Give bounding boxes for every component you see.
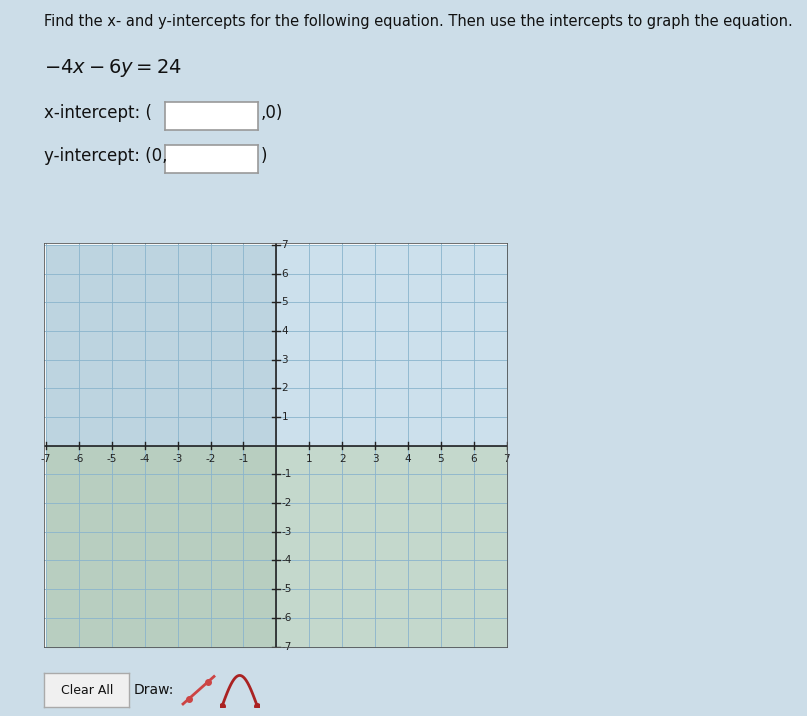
Text: 2: 2 [339, 455, 345, 464]
Text: -3: -3 [173, 455, 183, 464]
Text: 3: 3 [282, 354, 288, 364]
Text: 1: 1 [282, 412, 288, 422]
Text: -3: -3 [282, 527, 291, 537]
Text: 6: 6 [470, 455, 477, 464]
Text: 4: 4 [405, 455, 412, 464]
Text: ,0): ,0) [261, 104, 283, 122]
Text: 5: 5 [437, 455, 445, 464]
Text: Clear All: Clear All [61, 684, 113, 697]
Text: 7: 7 [504, 455, 510, 464]
Text: -5: -5 [107, 455, 117, 464]
Text: -1: -1 [238, 455, 249, 464]
Text: 4: 4 [282, 326, 288, 336]
Text: 7: 7 [282, 240, 288, 250]
Text: -6: -6 [282, 613, 291, 623]
Text: Find the x- and y-intercepts for the following equation. Then use the intercepts: Find the x- and y-intercepts for the fol… [44, 14, 793, 29]
Text: -7: -7 [282, 642, 291, 652]
Text: ): ) [261, 147, 267, 165]
Text: 3: 3 [372, 455, 378, 464]
Text: y-intercept: (0,: y-intercept: (0, [44, 147, 168, 165]
Text: 6: 6 [282, 268, 288, 279]
Text: -2: -2 [206, 455, 215, 464]
Text: -6: -6 [73, 455, 84, 464]
Text: -1: -1 [282, 470, 291, 480]
Text: 5: 5 [282, 297, 288, 307]
Text: 1: 1 [306, 455, 312, 464]
Text: -4: -4 [140, 455, 150, 464]
Text: 2: 2 [282, 383, 288, 393]
Text: -5: -5 [282, 584, 291, 594]
Text: Draw:: Draw: [133, 683, 174, 697]
Text: $-4x-6y=24$: $-4x-6y=24$ [44, 57, 182, 79]
Text: -2: -2 [282, 498, 291, 508]
Text: -4: -4 [282, 556, 291, 566]
Text: x-intercept: (: x-intercept: ( [44, 104, 153, 122]
Text: -7: -7 [41, 455, 51, 464]
